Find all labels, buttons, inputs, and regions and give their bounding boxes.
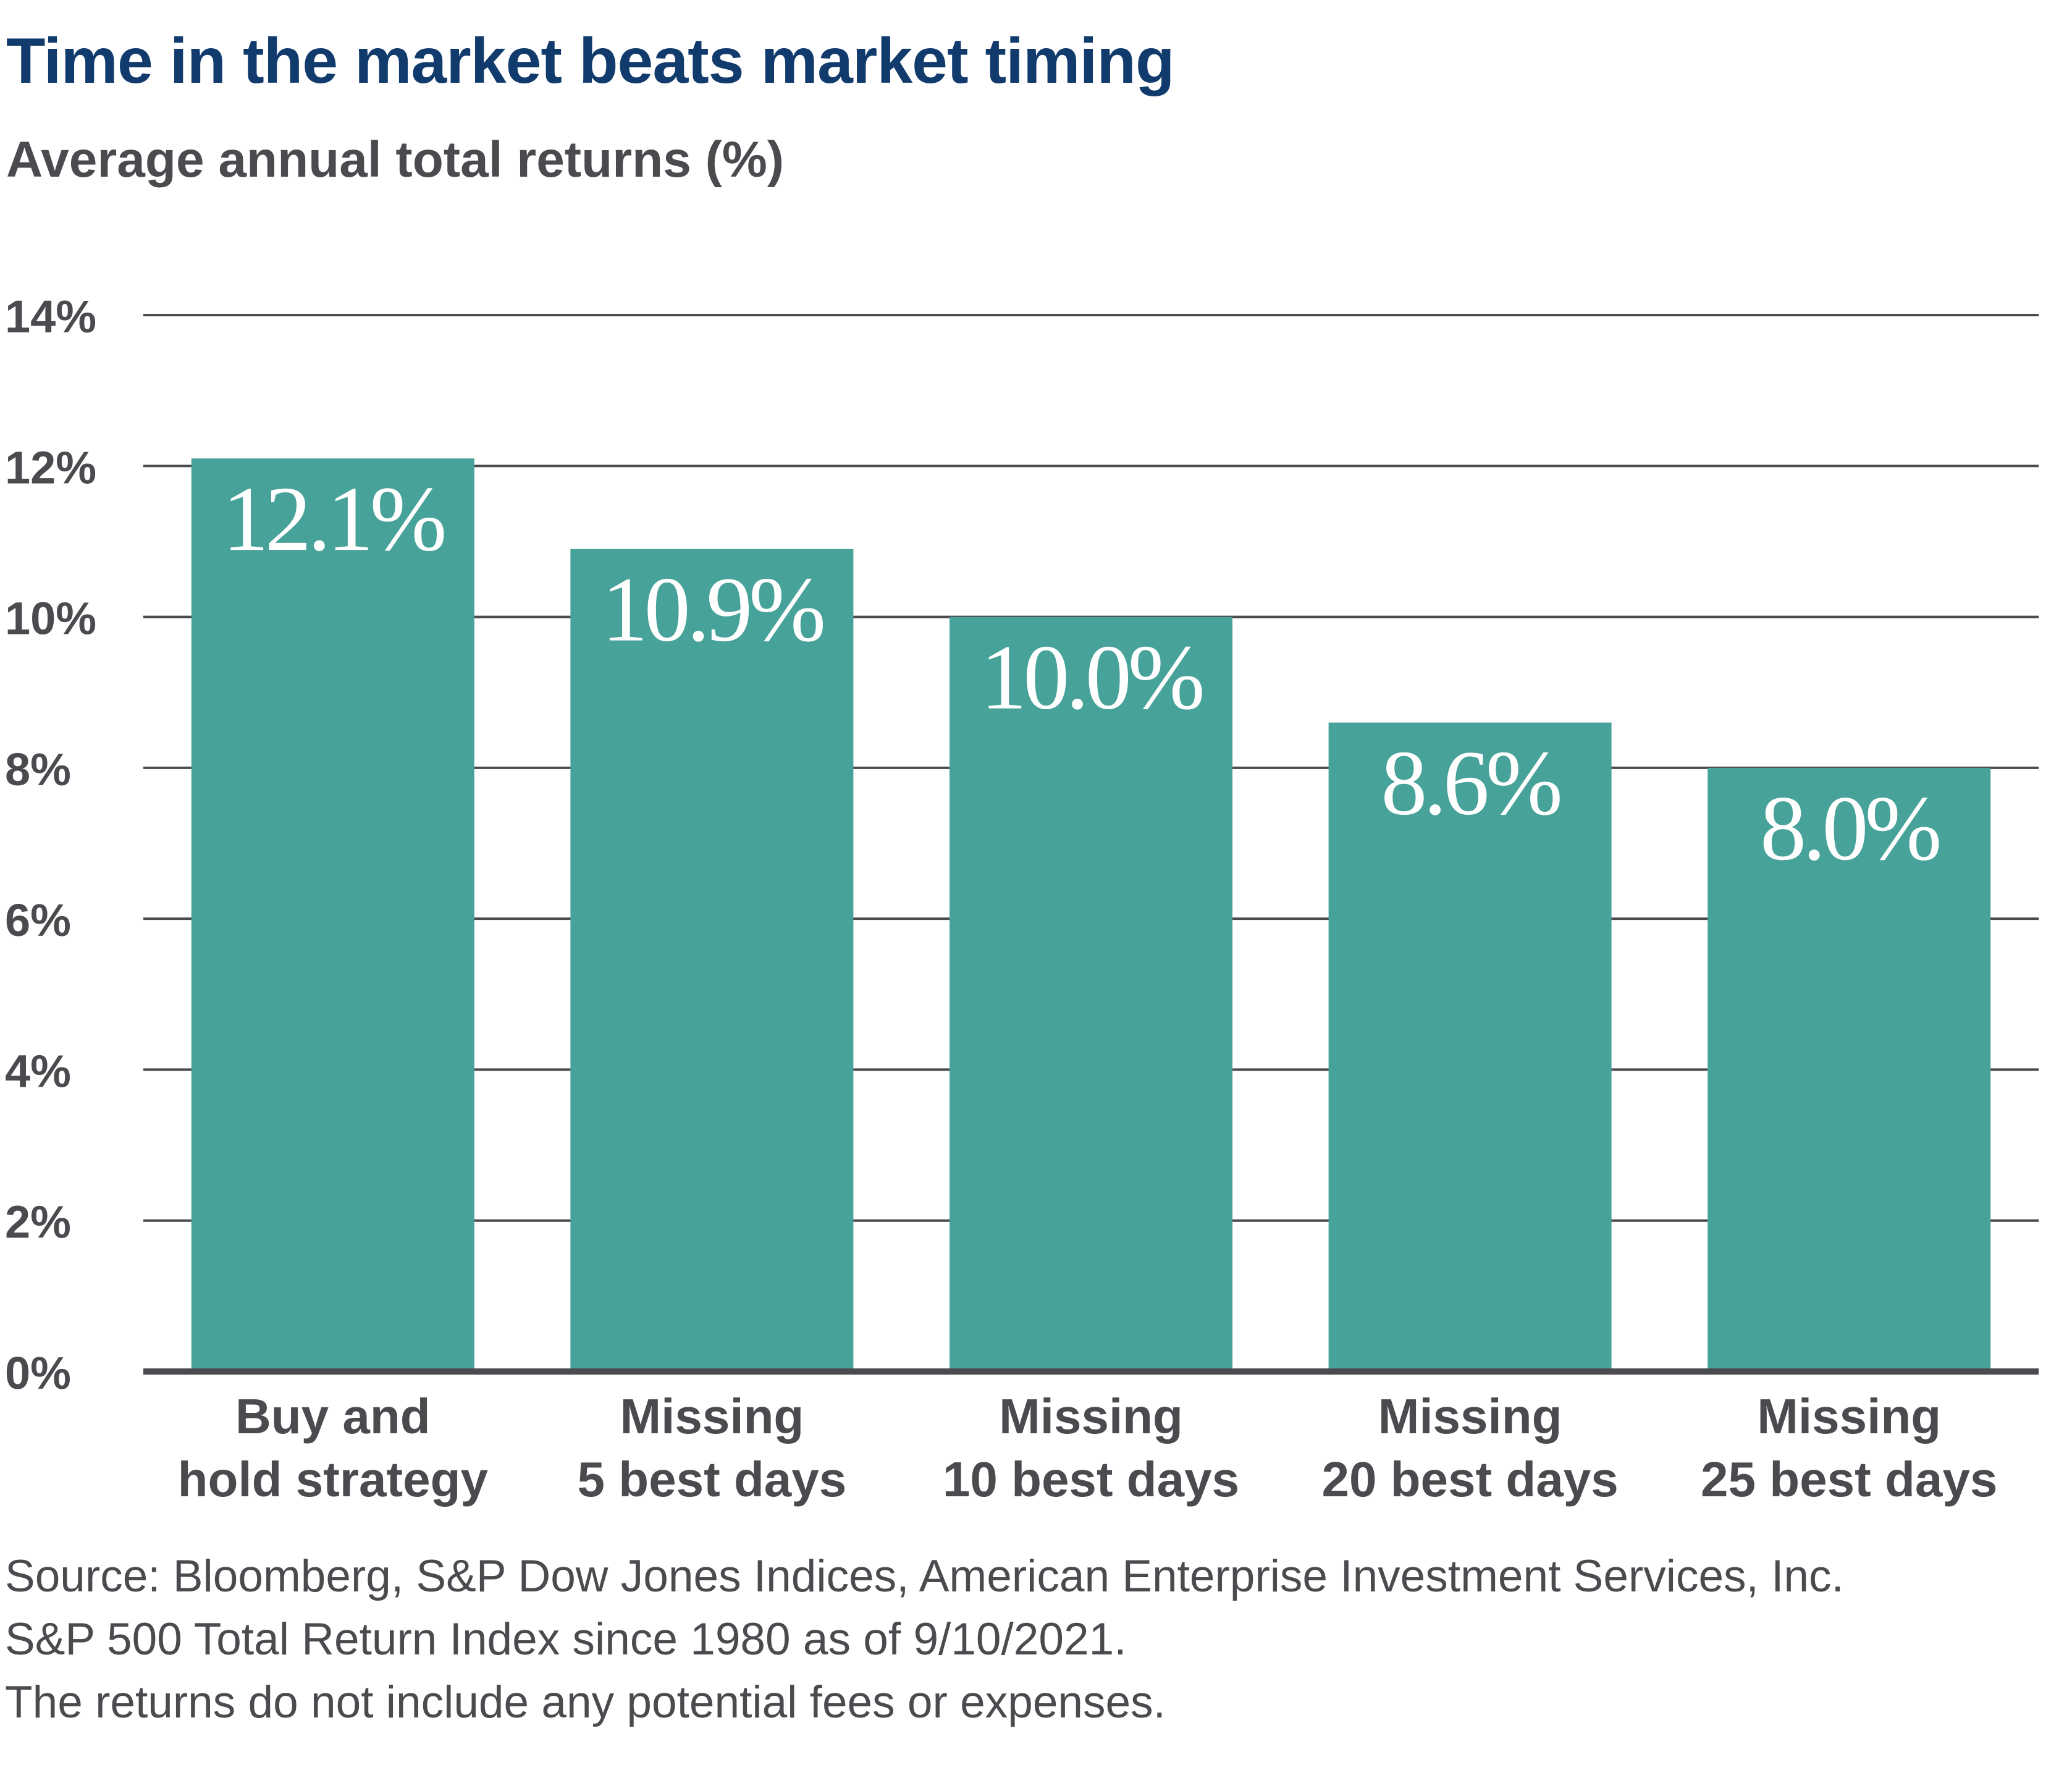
x-tick-label: Missing — [1757, 1389, 1941, 1444]
footnote-source: Source: Bloomberg, S&P Dow Jones Indices… — [5, 1551, 1844, 1601]
bar — [1708, 767, 1991, 1371]
x-tick-label: Missing — [999, 1389, 1183, 1444]
y-tick-label: 14% — [5, 291, 96, 342]
footnote-fees: The returns do not include any potential… — [5, 1677, 1166, 1727]
chart-subtitle: Average annual total returns (%) — [6, 132, 785, 188]
x-tick-label: Buy and — [235, 1389, 431, 1444]
y-tick-label: 0% — [5, 1347, 71, 1399]
y-tick-label: 12% — [5, 442, 96, 493]
footnote-index: S&P 500 Total Return Index since 1980 as… — [5, 1614, 1127, 1664]
data-label: 10.9% — [602, 558, 823, 661]
data-label: 12.1% — [222, 468, 444, 570]
data-label: 8.0% — [1760, 777, 1939, 880]
y-tick-label: 4% — [5, 1045, 71, 1097]
x-tick-label: hold strategy — [178, 1452, 489, 1507]
bar — [570, 549, 854, 1372]
bar-chart: 0% 2% 4% 6% 8% 10% 12% 14% 12.1% Buy and hold stra… — [5, 291, 2039, 1507]
y-tick-label: 10% — [5, 593, 96, 644]
data-label: 8.6% — [1381, 732, 1560, 835]
x-tick-label: 20 best days — [1321, 1452, 1618, 1507]
data-label: 10.0% — [980, 626, 1202, 729]
bar — [191, 458, 474, 1371]
x-tick-label: Missing — [1378, 1389, 1562, 1444]
x-tick-label: Missing — [620, 1389, 804, 1444]
bar — [1328, 722, 1612, 1371]
x-tick-label: 25 best days — [1701, 1452, 1997, 1507]
y-tick-label: 6% — [5, 895, 71, 946]
x-tick-label: 10 best days — [943, 1452, 1239, 1507]
y-tick-label: 2% — [5, 1197, 71, 1248]
chart-title: Time in the market beats market timing — [6, 25, 1174, 97]
x-tick-label: 5 best days — [578, 1452, 847, 1507]
y-tick-label: 8% — [5, 744, 71, 795]
bar — [950, 617, 1232, 1371]
